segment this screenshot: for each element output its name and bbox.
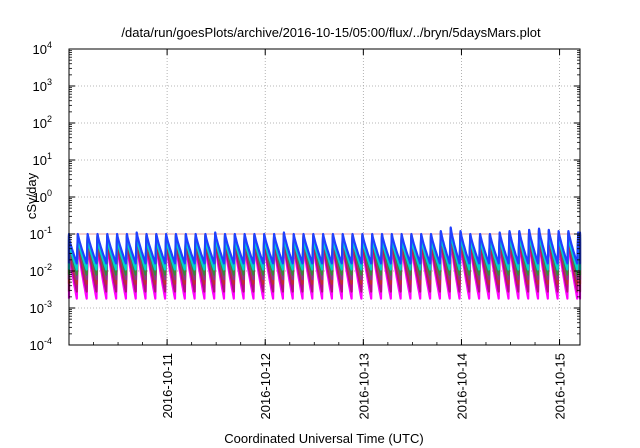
flux-series-line	[67, 236, 582, 300]
y-tick-exponent: 1	[47, 151, 52, 161]
flux-series-line	[67, 227, 582, 281]
flux-series-line	[67, 232, 582, 293]
flux-series-line	[67, 226, 582, 265]
x-tick-label: 2016-10-15	[553, 353, 568, 420]
x-tick-label: 2016-10-14	[454, 353, 469, 420]
x-tick-label: 2016-10-11	[160, 353, 175, 419]
y-tick-exponent: 0	[47, 188, 52, 198]
flux-series-line	[67, 231, 582, 271]
axes	[68, 48, 581, 346]
x-tick-label: 2016-10-13	[356, 353, 371, 420]
y-tick-exponent: -4	[44, 336, 52, 346]
y-tick-exponent: 2	[47, 114, 52, 124]
y-axis-label: cSv/day	[24, 172, 39, 219]
y-tick-exponent: 3	[47, 77, 52, 87]
flux-series-line	[67, 229, 582, 285]
plot-border	[68, 48, 581, 346]
y-tick-exponent: -2	[44, 262, 52, 272]
series-group	[67, 226, 582, 300]
y-tick-exponent: -1	[44, 225, 52, 235]
chart-title: /data/run/goesPlots/archive/2016-10-15/0…	[121, 25, 541, 40]
flux-series-line	[67, 228, 582, 276]
y-tick-exponent: 4	[47, 40, 52, 50]
x-tick-label: 2016-10-12	[258, 353, 273, 420]
y-tick-exponent: -3	[44, 299, 52, 309]
x-axis-label: Coordinated Universal Time (UTC)	[224, 431, 423, 446]
x-tick-labels: 2016-10-11 2016-10-12 2016-10-13 2016-10-14…	[160, 353, 567, 420]
